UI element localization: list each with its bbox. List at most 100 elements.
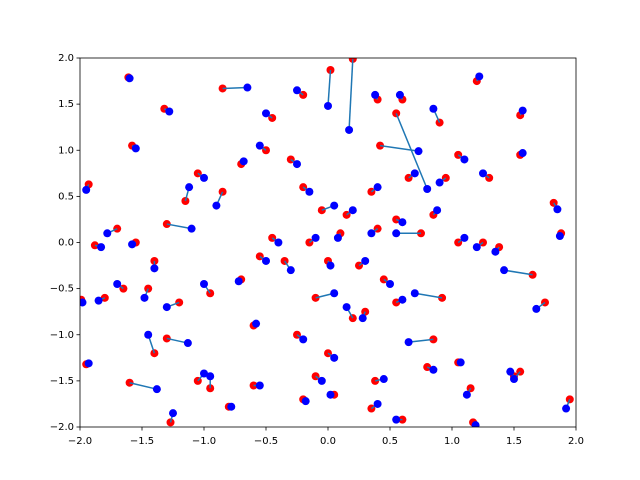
x-tick-label: −1.5 <box>130 436 154 447</box>
x-tick-label: 2.0 <box>568 436 584 447</box>
point <box>293 86 301 95</box>
point <box>317 376 326 385</box>
point <box>510 375 518 384</box>
point <box>423 184 432 193</box>
pair-link <box>408 338 434 343</box>
point <box>475 72 484 81</box>
point <box>293 160 301 169</box>
point <box>562 404 571 413</box>
point <box>299 335 308 344</box>
x-tick-label: 0.0 <box>320 436 336 447</box>
x-tick-label: −2.0 <box>68 436 92 447</box>
point <box>373 399 382 408</box>
point <box>333 233 342 242</box>
point <box>471 421 480 427</box>
point <box>150 264 159 273</box>
y-tick-label: 2.0 <box>58 53 74 64</box>
x-tick-label: 1.5 <box>506 436 522 447</box>
point <box>435 178 444 187</box>
point <box>262 256 270 265</box>
point <box>491 247 500 256</box>
point <box>330 289 339 298</box>
point <box>80 298 87 307</box>
pair-link <box>222 86 248 90</box>
point <box>125 74 134 83</box>
point <box>367 229 376 238</box>
point <box>410 169 419 178</box>
point <box>152 385 161 394</box>
point <box>460 155 469 164</box>
point <box>206 372 215 381</box>
point <box>103 229 112 238</box>
point <box>532 304 541 313</box>
point <box>165 107 174 116</box>
y-tick-label: 1.5 <box>58 99 74 110</box>
point <box>330 353 339 362</box>
point <box>398 218 407 227</box>
point <box>395 90 404 99</box>
point <box>255 141 264 150</box>
point <box>361 256 370 265</box>
y-tick-label: 1.0 <box>58 145 74 156</box>
x-tick-label: −0.5 <box>254 436 278 447</box>
point <box>200 369 208 378</box>
point <box>185 183 194 192</box>
x-tick-label: 1.0 <box>444 436 460 447</box>
point <box>84 359 93 368</box>
point <box>305 187 314 196</box>
point <box>324 101 332 110</box>
point <box>200 173 208 182</box>
point <box>358 314 367 323</box>
point <box>410 289 419 298</box>
point <box>460 233 469 242</box>
point <box>252 319 261 328</box>
pair-link <box>414 292 443 299</box>
point <box>227 402 236 411</box>
point <box>94 296 103 305</box>
point <box>392 415 401 424</box>
pair-link <box>348 58 354 130</box>
point <box>97 243 106 252</box>
point <box>131 144 140 153</box>
y-tick-label: −2.0 <box>50 422 74 433</box>
point <box>379 375 388 384</box>
point <box>429 104 438 113</box>
point <box>128 240 137 249</box>
point <box>462 390 471 399</box>
point <box>555 232 564 241</box>
x-tick-label: −1.0 <box>192 436 216 447</box>
point <box>472 243 481 252</box>
point <box>326 390 335 399</box>
point <box>140 293 149 302</box>
y-tick-label: −1.5 <box>50 376 74 387</box>
point <box>326 261 335 270</box>
pair-link <box>166 223 192 230</box>
point <box>311 233 320 242</box>
pair-link <box>327 69 332 107</box>
point <box>371 90 380 99</box>
pair-link <box>503 269 533 276</box>
point <box>286 266 295 275</box>
y-tick-label: 0.0 <box>58 238 74 249</box>
pair-link <box>379 144 419 152</box>
point <box>200 280 208 289</box>
point <box>301 397 310 406</box>
point <box>398 295 407 304</box>
point <box>342 303 351 312</box>
point <box>169 409 177 418</box>
plot-area <box>80 58 574 427</box>
point <box>414 147 423 156</box>
point <box>392 229 401 238</box>
pair-link <box>129 381 158 390</box>
point <box>404 338 413 347</box>
point <box>144 330 153 339</box>
point <box>506 367 515 376</box>
pair-link <box>395 113 428 190</box>
point <box>187 224 196 233</box>
point <box>500 266 509 275</box>
point <box>553 205 562 214</box>
point <box>345 125 354 134</box>
point <box>262 109 270 118</box>
